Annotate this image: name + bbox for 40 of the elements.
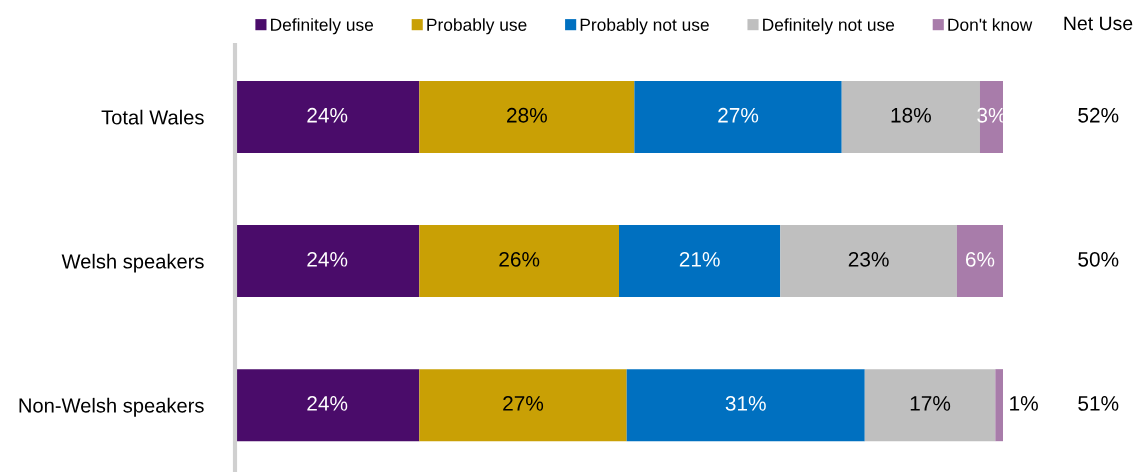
- data-label: 27%: [503, 396, 544, 411]
- y-tick-label: Non-Welsh speakers: [19, 397, 204, 417]
- bar: [634, 81, 842, 154]
- data-label: 24%: [307, 396, 348, 411]
- data-label: 31%: [725, 396, 766, 411]
- data-label: 28%: [507, 107, 547, 123]
- bar: [619, 225, 781, 298]
- bar: [979, 81, 1003, 154]
- legend-label: Don't know: [948, 18, 1033, 31]
- y-tick-label: Welsh speakers: [61, 253, 204, 273]
- bar: [419, 81, 635, 154]
- data-label: 21%: [679, 251, 720, 267]
- legend-label: Definitely not use: [763, 18, 895, 35]
- legend-label: Probably use: [427, 18, 527, 35]
- data-label: 24%: [307, 251, 348, 267]
- data-label: 27%: [718, 107, 759, 123]
- text: 50%: [1078, 251, 1119, 267]
- bar: [419, 369, 627, 442]
- legend-label: Probably not use: [580, 18, 709, 35]
- bar: [995, 369, 1003, 442]
- legend-label: Definitely use: [271, 18, 374, 35]
- bar: [780, 225, 957, 298]
- text: 51%: [1078, 396, 1119, 411]
- bar: [626, 369, 865, 442]
- bar: [235, 225, 420, 298]
- data-label: 24%: [307, 107, 348, 123]
- text: Net Use: [1064, 16, 1133, 31]
- bar: [864, 369, 996, 442]
- y-tick-label: Total Wales: [101, 109, 204, 125]
- data-label: 23%: [848, 251, 889, 267]
- bar: [235, 369, 420, 442]
- data-label: 26%: [499, 251, 540, 267]
- data-label: 18%: [891, 107, 931, 123]
- bar: [956, 225, 1003, 298]
- data-label: 1%: [1010, 396, 1038, 411]
- data-label: 6%: [965, 251, 995, 267]
- bar: [235, 81, 420, 154]
- data-label: 17%: [910, 396, 951, 411]
- bar: [419, 225, 619, 298]
- text: 52%: [1078, 107, 1119, 123]
